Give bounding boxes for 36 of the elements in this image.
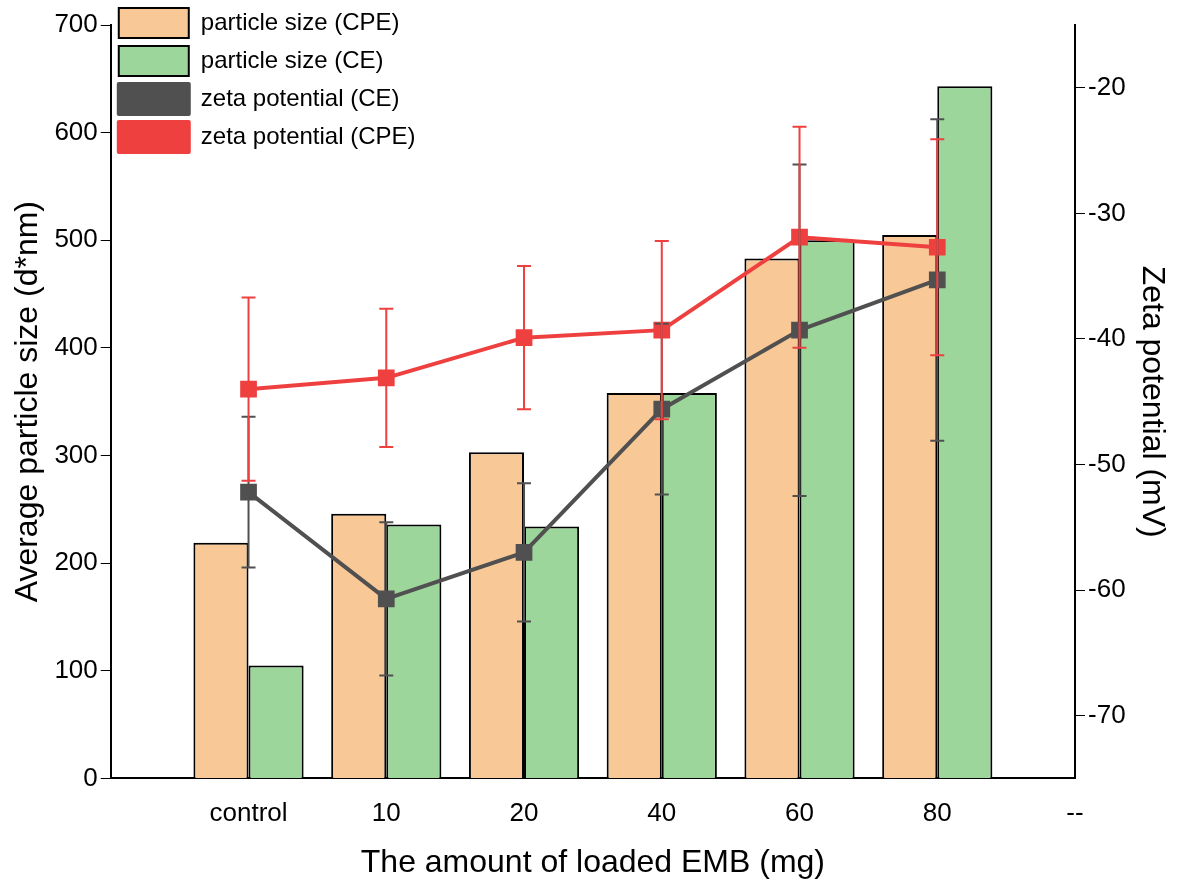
y-tick-label: 0: [83, 761, 98, 792]
y2-tick-label: -70: [1088, 698, 1126, 729]
x-tick-label: control: [209, 797, 288, 828]
x-tick-label: 80: [922, 797, 952, 828]
y-tick-label: 300: [54, 438, 98, 469]
y2-tick-label: -50: [1088, 447, 1126, 478]
y2-tick-label: -60: [1088, 573, 1126, 604]
y-axis-title: Average particle size (d*nm): [8, 201, 45, 603]
point: [515, 544, 533, 561]
y-tick-label: 400: [54, 331, 98, 362]
point: [240, 380, 257, 398]
y2-tick-label: -20: [1088, 70, 1126, 101]
x-axis-title: The amount of loaded EMB (mg): [360, 842, 826, 879]
point: [377, 369, 395, 387]
point: [515, 329, 533, 347]
legend-label: particle size (CPE): [200, 7, 400, 35]
y2-tick-label: -40: [1088, 322, 1126, 353]
x-tick-label: 40: [647, 797, 677, 828]
y-tick-label: 700: [54, 8, 98, 39]
point: [377, 590, 395, 608]
point: [928, 238, 946, 256]
x-tick-label: --: [1066, 797, 1084, 828]
x-tick-label: 60: [785, 797, 814, 828]
y2-tick-label: -30: [1088, 196, 1126, 227]
y-tick-label: 100: [54, 653, 98, 684]
legend-label: zeta potential (CPE): [200, 121, 416, 149]
legend-label: particle size (CE): [200, 45, 384, 73]
x-tick-label: 10: [371, 797, 401, 828]
y-tick-label: 200: [54, 546, 98, 577]
x-tick-label: 20: [509, 797, 539, 828]
point: [240, 483, 257, 501]
legend-label: zeta potential (CE): [200, 83, 400, 111]
y2-axis-title: Zeta potential (mV): [1135, 265, 1172, 538]
point: [791, 228, 808, 246]
y-tick-label: 600: [54, 115, 98, 146]
y-tick-label: 500: [54, 223, 98, 254]
